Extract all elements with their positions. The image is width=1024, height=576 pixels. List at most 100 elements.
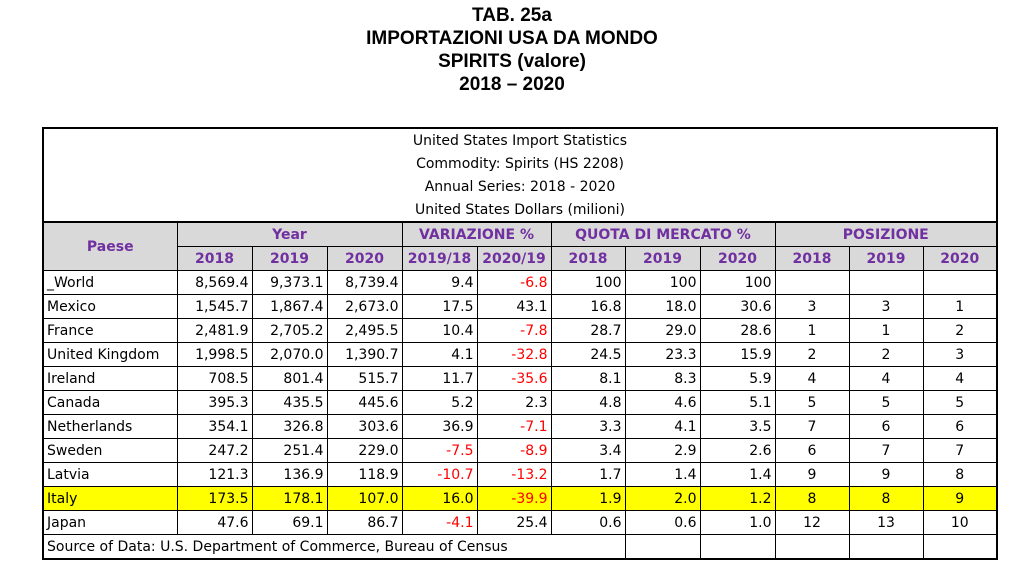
value-2019-cell: 136.9 xyxy=(251,462,328,487)
table-row: United Kingdom 1,998.5 2,070.0 1,390.7 4.1 -3… xyxy=(42,342,998,367)
country-cell: Mexico xyxy=(42,294,178,319)
value-2018-cell: 2,481.9 xyxy=(176,318,253,343)
rank-2018-cell: 6 xyxy=(774,438,850,463)
share-2020-cell: 5.1 xyxy=(699,390,776,415)
rank-2019-cell: 6 xyxy=(848,414,924,439)
empty-cell xyxy=(922,534,998,560)
share-2018-cell: 4.8 xyxy=(550,390,626,415)
meta-row: United States Dollars (milioni) xyxy=(42,198,998,222)
share-2018-cell: 1.9 xyxy=(550,486,626,511)
meta-row: Commodity: Spirits (HS 2208) xyxy=(42,152,998,175)
value-2019-cell: 2,705.2 xyxy=(251,318,328,343)
value-2018-cell: 173.5 xyxy=(176,486,253,511)
variation-2019-18-cell: 11.7 xyxy=(401,366,478,391)
value-2019-cell: 69.1 xyxy=(251,510,328,535)
header-posizione: POSIZIONE xyxy=(774,221,998,247)
table-period: 2018 – 2020 xyxy=(459,74,565,95)
variation-2020-19-cell: 2.3 xyxy=(476,390,552,415)
header-pos-2018: 2018 xyxy=(774,246,850,271)
value-2020-cell: 1,390.7 xyxy=(326,342,403,367)
table-row: Canada 395.3 435.5 445.6 5.2 2.3 4.8 4.6 5.1 5 5 5 xyxy=(42,390,998,415)
meta-row: United States Import Statistics xyxy=(42,127,998,152)
variation-2019-18-cell: 36.9 xyxy=(401,414,478,439)
rank-2019-cell: 8 xyxy=(848,486,924,511)
share-2018-cell: 16.8 xyxy=(550,294,626,319)
share-2018-cell: 1.7 xyxy=(550,462,626,487)
share-2020-cell: 1.2 xyxy=(699,486,776,511)
table-number: TAB. 25a xyxy=(472,5,552,26)
rank-2019-cell: 9 xyxy=(848,462,924,487)
import-statistics-table: United States Import Statistics Commodit… xyxy=(42,127,998,560)
share-2018-cell: 24.5 xyxy=(550,342,626,367)
value-2018-cell: 354.1 xyxy=(176,414,253,439)
value-2019-cell: 801.4 xyxy=(251,366,328,391)
value-2019-cell: 251.4 xyxy=(251,438,328,463)
meta-row: Annual Series: 2018 - 2020 xyxy=(42,175,998,198)
rank-2019-cell xyxy=(848,270,924,295)
header-row-years: 2018 2019 2020 2019/18 2020/19 2018 2019… xyxy=(43,246,998,271)
meta-source-title: United States Import Statistics xyxy=(42,127,998,152)
share-2019-cell: 100 xyxy=(624,270,701,295)
value-2020-cell: 118.9 xyxy=(326,462,403,487)
variation-2019-18-cell: -7.5 xyxy=(401,438,478,463)
rank-2020-cell: 7 xyxy=(922,438,998,463)
rank-2019-cell: 13 xyxy=(848,510,924,535)
share-2020-cell: 5.9 xyxy=(699,366,776,391)
value-2020-cell: 86.7 xyxy=(326,510,403,535)
share-2020-cell: 1.0 xyxy=(699,510,776,535)
share-2020-cell: 15.9 xyxy=(699,342,776,367)
value-2019-cell: 435.5 xyxy=(251,390,328,415)
country-cell: United Kingdom xyxy=(42,342,178,367)
header-variazione: VARIAZIONE % xyxy=(401,221,552,247)
rank-2018-cell: 3 xyxy=(774,294,850,319)
value-2020-cell: 445.6 xyxy=(326,390,403,415)
variation-2019-18-cell: 16.0 xyxy=(401,486,478,511)
share-2018-cell: 100 xyxy=(550,270,626,295)
rank-2019-cell: 4 xyxy=(848,366,924,391)
meta-series: Annual Series: 2018 - 2020 xyxy=(42,175,998,198)
rank-2020-cell: 2 xyxy=(922,318,998,343)
value-2020-cell: 229.0 xyxy=(326,438,403,463)
share-2018-cell: 28.7 xyxy=(550,318,626,343)
share-2020-cell: 3.5 xyxy=(699,414,776,439)
share-2019-cell: 23.3 xyxy=(624,342,701,367)
share-2019-cell: 4.6 xyxy=(624,390,701,415)
variation-2020-19-cell: -7.1 xyxy=(476,414,552,439)
rank-2020-cell: 8 xyxy=(922,462,998,487)
value-2018-cell: 47.6 xyxy=(176,510,253,535)
empty-cell xyxy=(774,534,850,560)
rank-2018-cell: 8 xyxy=(774,486,850,511)
country-cell: Ireland xyxy=(42,366,178,391)
value-2020-cell: 2,495.5 xyxy=(326,318,403,343)
share-2019-cell: 8.3 xyxy=(624,366,701,391)
table-row: _World 8,569.4 9,373.1 8,739.4 9.4 -6.8 100 100… xyxy=(42,270,998,295)
variation-2019-18-cell: -10.7 xyxy=(401,462,478,487)
share-2020-cell: 100 xyxy=(699,270,776,295)
table-row: Latvia 121.3 136.9 118.9 -10.7 -13.2 1.7 1.4 1.4… xyxy=(42,462,998,487)
country-cell: Canada xyxy=(42,390,178,415)
variation-2020-19-cell: -6.8 xyxy=(476,270,552,295)
value-2019-cell: 9,373.1 xyxy=(251,270,328,295)
header-year-2018: 2018 xyxy=(176,246,253,271)
table-row: Netherlands 354.1 326.8 303.6 36.9 -7.1 3.3 4.1… xyxy=(42,414,998,439)
variation-2020-19-cell: -39.9 xyxy=(476,486,552,511)
table-row: Japan 47.6 69.1 86.7 -4.1 25.4 0.6 0.6 1.0 12 13 10 xyxy=(42,510,998,535)
rank-2020-cell xyxy=(922,270,998,295)
header-row-groups: Paese Year VARIAZIONE % QUOTA DI MERCATO… xyxy=(42,221,998,271)
meta-commodity: Commodity: Spirits (HS 2208) xyxy=(42,152,998,175)
variation-2020-19-cell: -8.9 xyxy=(476,438,552,463)
share-2019-cell: 0.6 xyxy=(624,510,701,535)
value-2019-cell: 178.1 xyxy=(251,486,328,511)
header-quota-2019: 2019 xyxy=(624,246,701,271)
rank-2019-cell: 5 xyxy=(848,390,924,415)
rank-2020-cell: 6 xyxy=(922,414,998,439)
variation-2019-18-cell: 4.1 xyxy=(401,342,478,367)
empty-cell xyxy=(699,534,776,560)
value-2018-cell: 247.2 xyxy=(176,438,253,463)
rank-2018-cell: 12 xyxy=(774,510,850,535)
rank-2020-cell: 5 xyxy=(922,390,998,415)
rank-2018-cell: 4 xyxy=(774,366,850,391)
page-titles: TAB. 25a IMPORTAZIONI USA DA MONDO SPIRI… xyxy=(0,4,1024,96)
header-paese: Paese xyxy=(42,221,178,271)
value-2018-cell: 395.3 xyxy=(176,390,253,415)
